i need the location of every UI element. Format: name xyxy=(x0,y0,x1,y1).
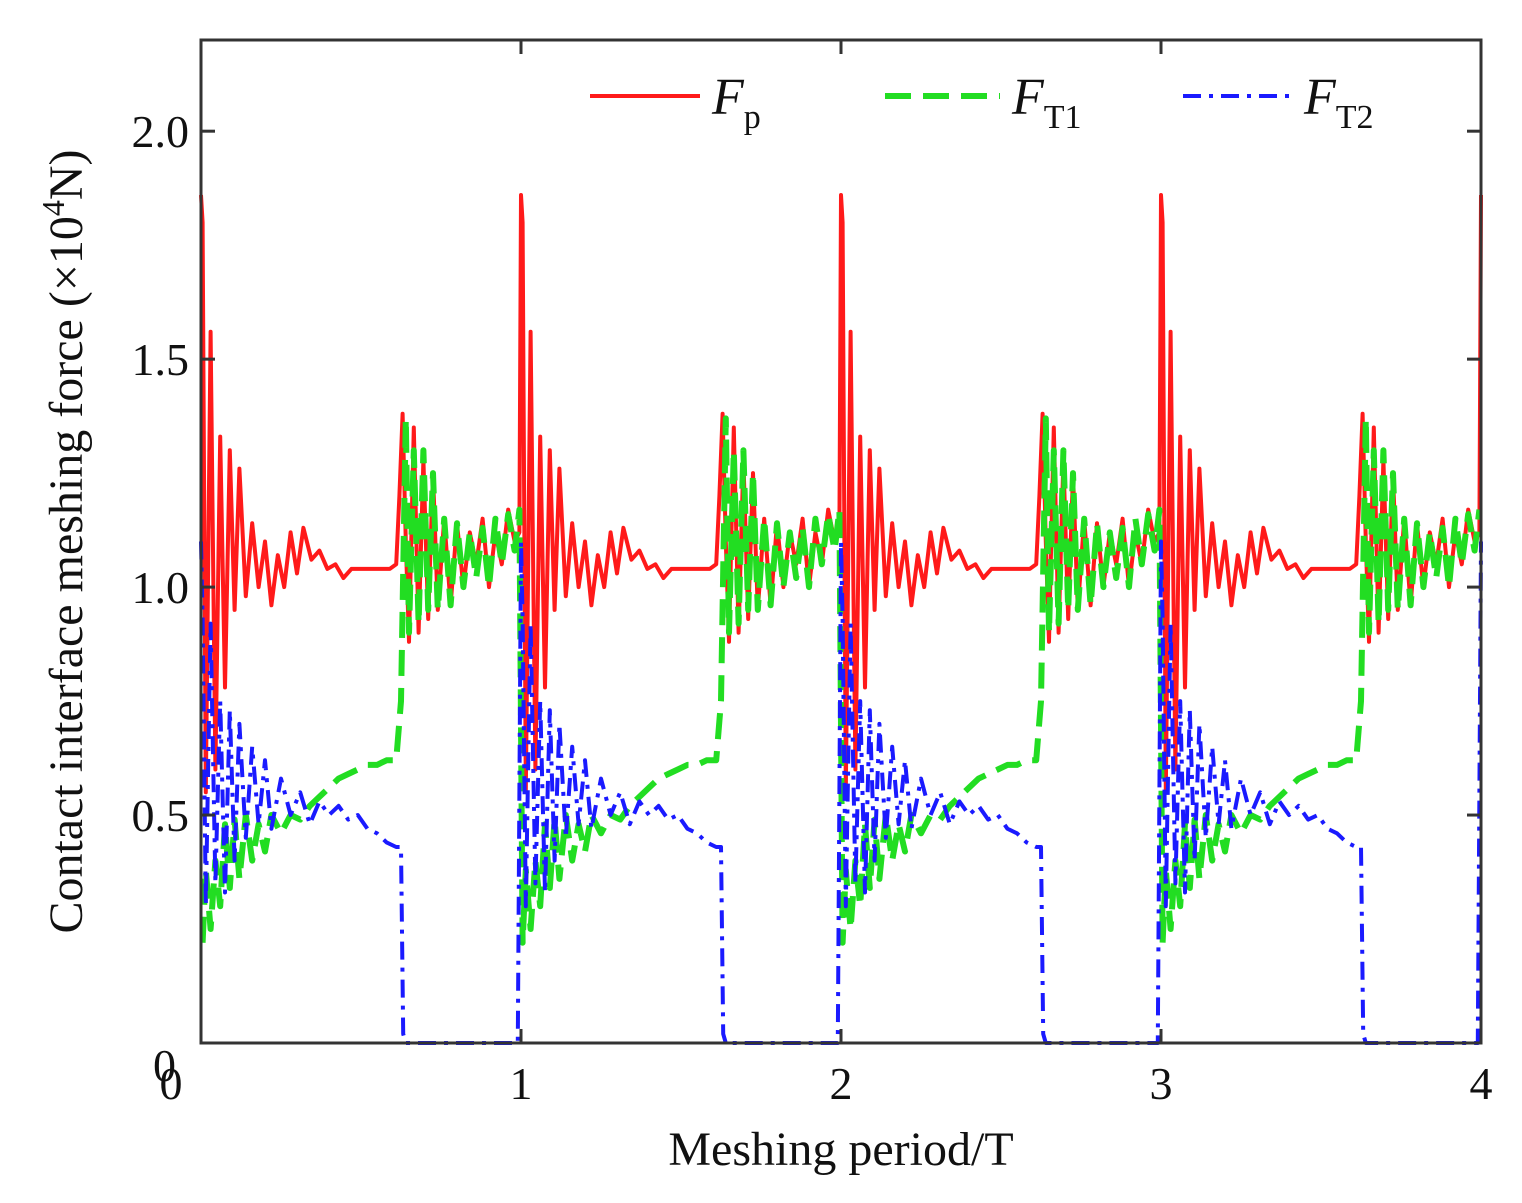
y-axis-title-exponent: 4 xyxy=(35,200,71,216)
y-tick-label: 0.5 xyxy=(132,790,190,841)
legend-label: FT1 xyxy=(1011,69,1082,136)
x-tick-label: 1 xyxy=(510,1058,533,1109)
y-tick-label-zero: 0 xyxy=(153,1040,176,1091)
y-axis-title: Contact interface meshing force (×104N) xyxy=(35,149,93,933)
x-tick-label: 0 xyxy=(160,1058,183,1109)
y-tick-label: 1.5 xyxy=(132,334,190,385)
legend-label: FT2 xyxy=(1303,69,1374,136)
legend-label: Fp xyxy=(711,69,761,136)
series-line-ft2 xyxy=(199,539,1483,1045)
plot-series-layer xyxy=(199,193,1483,1045)
y-axis-title-main: Contact interface meshing force (×10 xyxy=(40,216,93,933)
legend-item-ft1: FT1 xyxy=(885,69,1082,136)
y-tick-label: 1.0 xyxy=(132,562,190,613)
y-tick-label: 2.0 xyxy=(132,106,190,157)
legend-item-fp: Fp xyxy=(590,69,761,136)
x-tick-label: 2 xyxy=(830,1058,853,1109)
axis-ticks-layer: 0 1 2 3 4 0.5 1.0 1.5 2.0 0 xyxy=(132,40,1493,1109)
y-axis-title-unit: N) xyxy=(40,149,93,200)
x-tick-label: 4 xyxy=(1470,1058,1493,1109)
x-axis-title: Meshing period/T xyxy=(668,1123,1013,1176)
legend: Fp FT1 FT2 xyxy=(590,69,1374,136)
x-tick-label: 3 xyxy=(1150,1058,1173,1109)
series-line-fp xyxy=(199,193,1483,795)
legend-item-ft2: FT2 xyxy=(1183,69,1374,136)
